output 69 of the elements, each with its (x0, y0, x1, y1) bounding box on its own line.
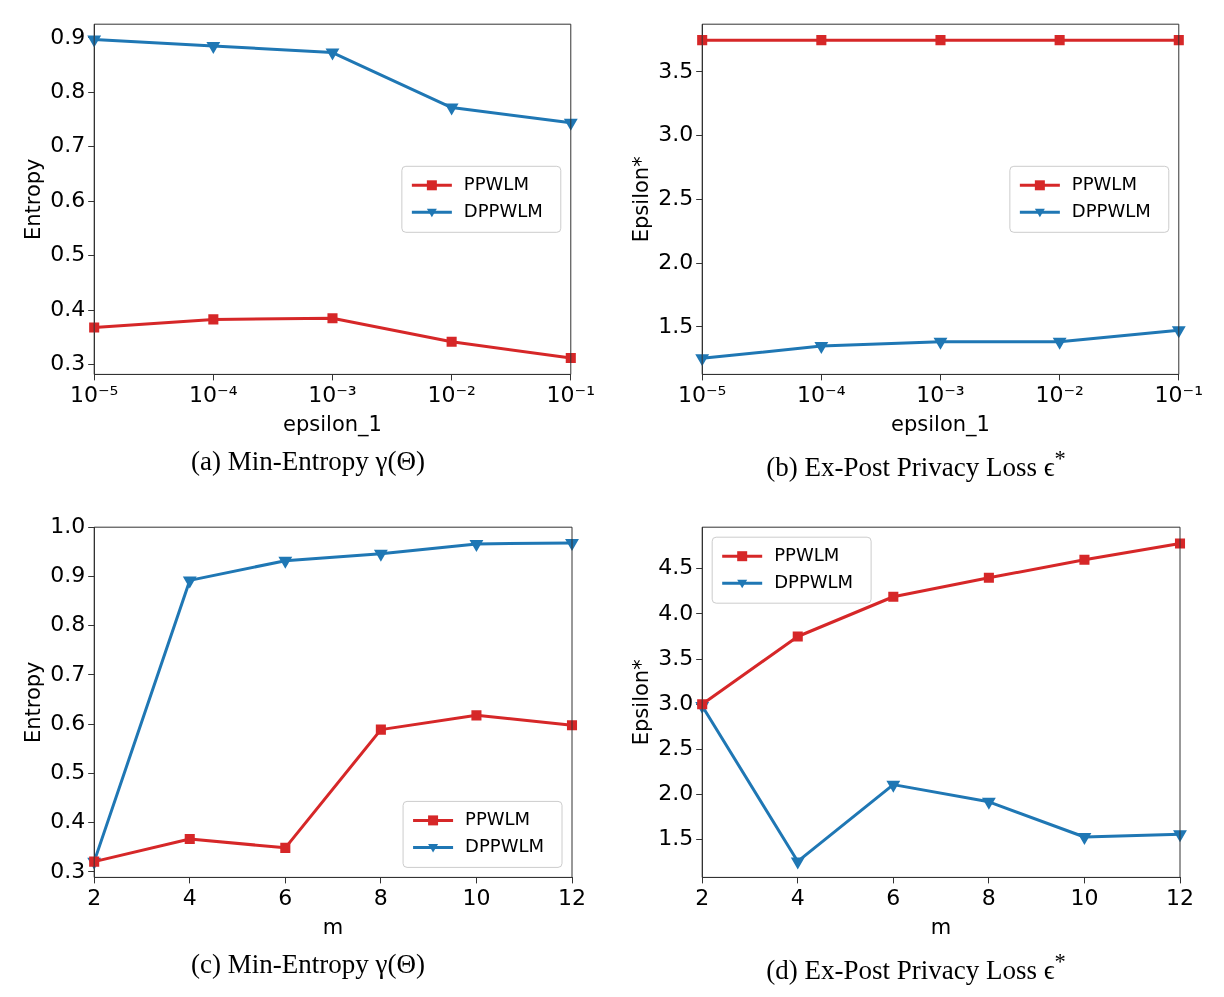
y-tick-label: 0.9 (50, 23, 86, 49)
x-tick-label: 8 (373, 885, 388, 911)
text: (b) Ex-Post Privacy Loss ϵ$^{*}$ (766, 446, 1066, 483)
text: (a) Min-Entropy γ(Θ) (191, 446, 425, 477)
x-axis-title: epsilon_1 (891, 411, 990, 437)
x-tick-label: 2 (695, 885, 710, 911)
legend-label: PPWLM (465, 808, 531, 830)
x-tick-label: 8 (981, 885, 996, 911)
x-tick-label: 10⁻⁵ (69, 382, 119, 408)
x-tick-label: 10⁻² (1035, 382, 1084, 408)
legend-label: DPPWLM (463, 199, 543, 221)
y-tick-label: 0.9 (50, 562, 86, 588)
y-tick-label: 1.5 (658, 312, 694, 338)
x-tick-label: 10⁻³ (916, 382, 965, 408)
x-tick-label: 10⁻¹ (546, 382, 596, 408)
y-tick-label: 2.5 (658, 185, 694, 211)
x-tick-label: 4 (790, 885, 805, 911)
y-axis-title: Entropy (21, 158, 46, 241)
x-tick-label: 10 (462, 885, 491, 911)
text: (d) Ex-Post Privacy Loss ϵ$^{*}$ (766, 949, 1066, 986)
y-tick-label: 0.4 (50, 808, 86, 834)
y-tick-label: 0.5 (50, 241, 86, 267)
y-tick-label: 4.5 (658, 554, 694, 580)
y-tick-label: 3.5 (658, 57, 694, 83)
y-tick-label: 1.0 (50, 512, 86, 538)
y-tick-label: 2.5 (658, 735, 694, 761)
x-tick-label: 12 (1166, 885, 1194, 911)
x-tick-label: 2 (87, 885, 102, 911)
x-tick-label: 10⁻¹ (1154, 382, 1204, 408)
y-tick-label: 3.0 (658, 121, 694, 147)
y-tick-label: 0.3 (50, 857, 86, 883)
legend-label: PPWLM (1071, 172, 1137, 194)
y-axis-title: Epsilon* (629, 156, 654, 243)
y-tick-label: 1.5 (658, 825, 694, 851)
y-tick-label: 0.7 (50, 132, 86, 158)
y-tick-label: 0.3 (50, 350, 86, 376)
x-axis-title: m (930, 914, 952, 939)
x-tick-label: 10⁻⁴ (797, 382, 846, 408)
y-tick-label: 0.6 (50, 709, 86, 735)
x-tick-label: 12 (558, 885, 586, 911)
x-axis-title: epsilon_1 (283, 411, 382, 437)
y-tick-label: 0.8 (50, 78, 86, 103)
x-tick-label: 6 (278, 885, 293, 911)
y-tick-label: 3.5 (658, 644, 694, 670)
x-tick-label: 4 (182, 885, 197, 911)
x-axis-title: m (322, 914, 344, 939)
legend-label: DPPWLM (774, 570, 854, 592)
y-axis-title: Epsilon* (629, 659, 654, 746)
x-tick-label: 10⁻⁴ (189, 382, 238, 408)
y-tick-label: 2.0 (658, 780, 694, 806)
y-axis-title: Entropy (21, 661, 46, 744)
legend-label: DPPWLM (1071, 199, 1151, 221)
x-tick-label: 10⁻² (427, 382, 476, 408)
legend-label: PPWLM (463, 172, 529, 194)
x-tick-label: 10⁻³ (308, 382, 357, 408)
x-tick-label: 6 (886, 885, 901, 911)
y-tick-label: 0.6 (50, 186, 86, 212)
y-tick-label: 4.0 (658, 599, 694, 625)
y-tick-label: 0.7 (50, 660, 86, 686)
x-tick-label: 10 (1070, 885, 1099, 911)
y-tick-label: 0.4 (50, 295, 86, 321)
y-tick-label: 0.5 (50, 759, 86, 785)
x-tick-label: 10⁻⁵ (677, 382, 727, 408)
legend-label: DPPWLM (465, 835, 545, 857)
legend-label: PPWLM (774, 543, 840, 565)
y-tick-label: 2.0 (658, 248, 694, 274)
y-tick-label: 3.0 (658, 689, 694, 715)
y-tick-label: 0.8 (50, 611, 86, 637)
text: (c) Min-Entropy γ(Θ) (191, 949, 425, 980)
